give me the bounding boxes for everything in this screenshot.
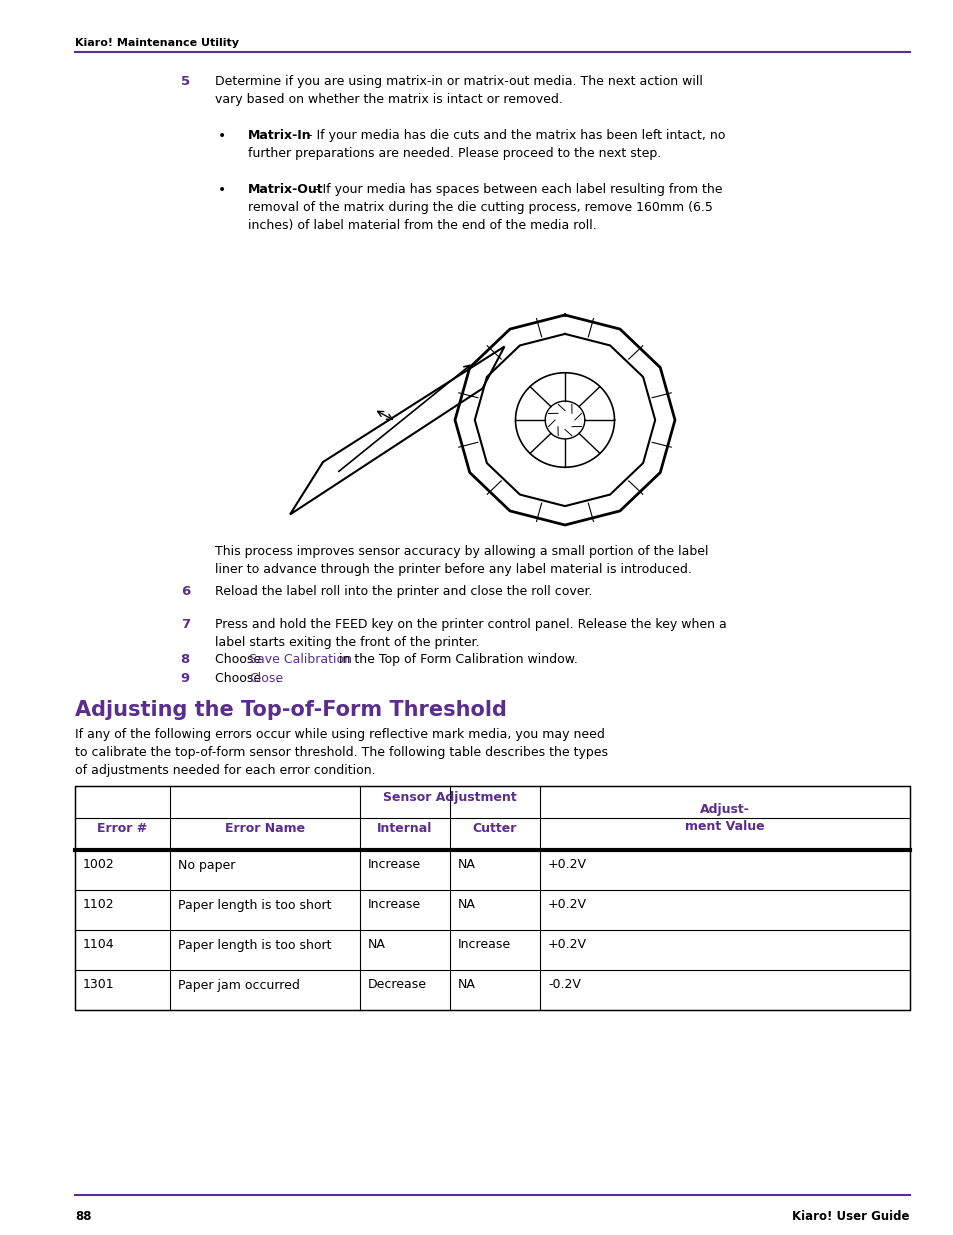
- Text: 88: 88: [75, 1210, 91, 1223]
- Text: 7: 7: [181, 618, 190, 631]
- Text: of adjustments needed for each error condition.: of adjustments needed for each error con…: [75, 764, 375, 777]
- Text: Increase: Increase: [368, 899, 420, 911]
- Text: 9: 9: [181, 672, 190, 685]
- Text: ment Value: ment Value: [684, 820, 764, 832]
- Text: Close: Close: [249, 672, 283, 685]
- Text: +0.2V: +0.2V: [547, 899, 586, 911]
- Text: Paper length is too short: Paper length is too short: [178, 899, 331, 911]
- Text: If any of the following errors occur while using reflective mark media, you may : If any of the following errors occur whi…: [75, 727, 604, 741]
- Text: Error Name: Error Name: [225, 823, 305, 836]
- Text: liner to advance through the printer before any label material is introduced.: liner to advance through the printer bef…: [214, 563, 691, 576]
- Text: - If your media has spaces between each label resulting from the: - If your media has spaces between each …: [310, 183, 721, 196]
- Text: NA: NA: [368, 939, 385, 951]
- Text: Increase: Increase: [368, 858, 420, 872]
- Text: •: •: [218, 128, 226, 143]
- Text: vary based on whether the matrix is intact or removed.: vary based on whether the matrix is inta…: [214, 93, 562, 106]
- Text: 1104: 1104: [83, 939, 114, 951]
- Text: in the Top of Form Calibration window.: in the Top of Form Calibration window.: [335, 653, 578, 666]
- Text: Choose: Choose: [214, 653, 265, 666]
- Text: 1002: 1002: [83, 858, 114, 872]
- Text: Internal: Internal: [377, 823, 433, 836]
- Text: Decrease: Decrease: [368, 978, 427, 992]
- Text: Cutter: Cutter: [473, 823, 517, 836]
- Text: 8: 8: [180, 653, 190, 666]
- Text: 5: 5: [181, 75, 190, 88]
- Text: Adjust-: Adjust-: [700, 804, 749, 816]
- Text: Paper jam occurred: Paper jam occurred: [178, 978, 299, 992]
- Text: 1102: 1102: [83, 899, 114, 911]
- Text: inches) of label material from the end of the media roll.: inches) of label material from the end o…: [248, 219, 597, 232]
- Text: Kiaro! User Guide: Kiaro! User Guide: [792, 1210, 909, 1223]
- Text: Press and hold the FEED key on the printer control panel. Release the key when a: Press and hold the FEED key on the print…: [214, 618, 726, 631]
- Text: -0.2V: -0.2V: [547, 978, 580, 992]
- Text: - If your media has die cuts and the matrix has been left intact, no: - If your media has die cuts and the mat…: [303, 128, 724, 142]
- Text: •: •: [218, 183, 226, 198]
- Text: NA: NA: [457, 978, 476, 992]
- Text: This process improves sensor accuracy by allowing a small portion of the label: This process improves sensor accuracy by…: [214, 545, 708, 558]
- Text: Adjusting the Top-of-Form Threshold: Adjusting the Top-of-Form Threshold: [75, 700, 506, 720]
- Text: Matrix-In: Matrix-In: [248, 128, 312, 142]
- Text: Kiaro! Maintenance Utility: Kiaro! Maintenance Utility: [75, 38, 239, 48]
- Text: No paper: No paper: [178, 858, 235, 872]
- Text: NA: NA: [457, 858, 476, 872]
- Text: Reload the label roll into the printer and close the roll cover.: Reload the label roll into the printer a…: [214, 585, 592, 598]
- Text: Paper length is too short: Paper length is too short: [178, 939, 331, 951]
- Polygon shape: [290, 347, 504, 515]
- Text: Error #: Error #: [97, 823, 148, 836]
- Text: 1301: 1301: [83, 978, 114, 992]
- Text: +0.2V: +0.2V: [547, 939, 586, 951]
- Bar: [75, 785, 909, 1010]
- Text: Increase: Increase: [457, 939, 511, 951]
- Text: label starts exiting the front of the printer.: label starts exiting the front of the pr…: [214, 636, 479, 650]
- Text: to calibrate the top-of-form sensor threshold. The following table describes the: to calibrate the top-of-form sensor thre…: [75, 746, 607, 760]
- Text: Save Calibration: Save Calibration: [249, 653, 352, 666]
- Text: Matrix-Out: Matrix-Out: [248, 183, 323, 196]
- Text: 6: 6: [180, 585, 190, 598]
- Text: removal of the matrix during the die cutting process, remove 160mm (6.5: removal of the matrix during the die cut…: [248, 201, 712, 214]
- Text: .: .: [275, 672, 280, 685]
- Text: NA: NA: [457, 899, 476, 911]
- Text: Determine if you are using matrix-in or matrix-out media. The next action will: Determine if you are using matrix-in or …: [214, 75, 702, 88]
- Text: Choose: Choose: [214, 672, 265, 685]
- Text: further preparations are needed. Please proceed to the next step.: further preparations are needed. Please …: [248, 147, 660, 161]
- Text: Sensor Adjustment: Sensor Adjustment: [383, 790, 517, 804]
- Text: +0.2V: +0.2V: [547, 858, 586, 872]
